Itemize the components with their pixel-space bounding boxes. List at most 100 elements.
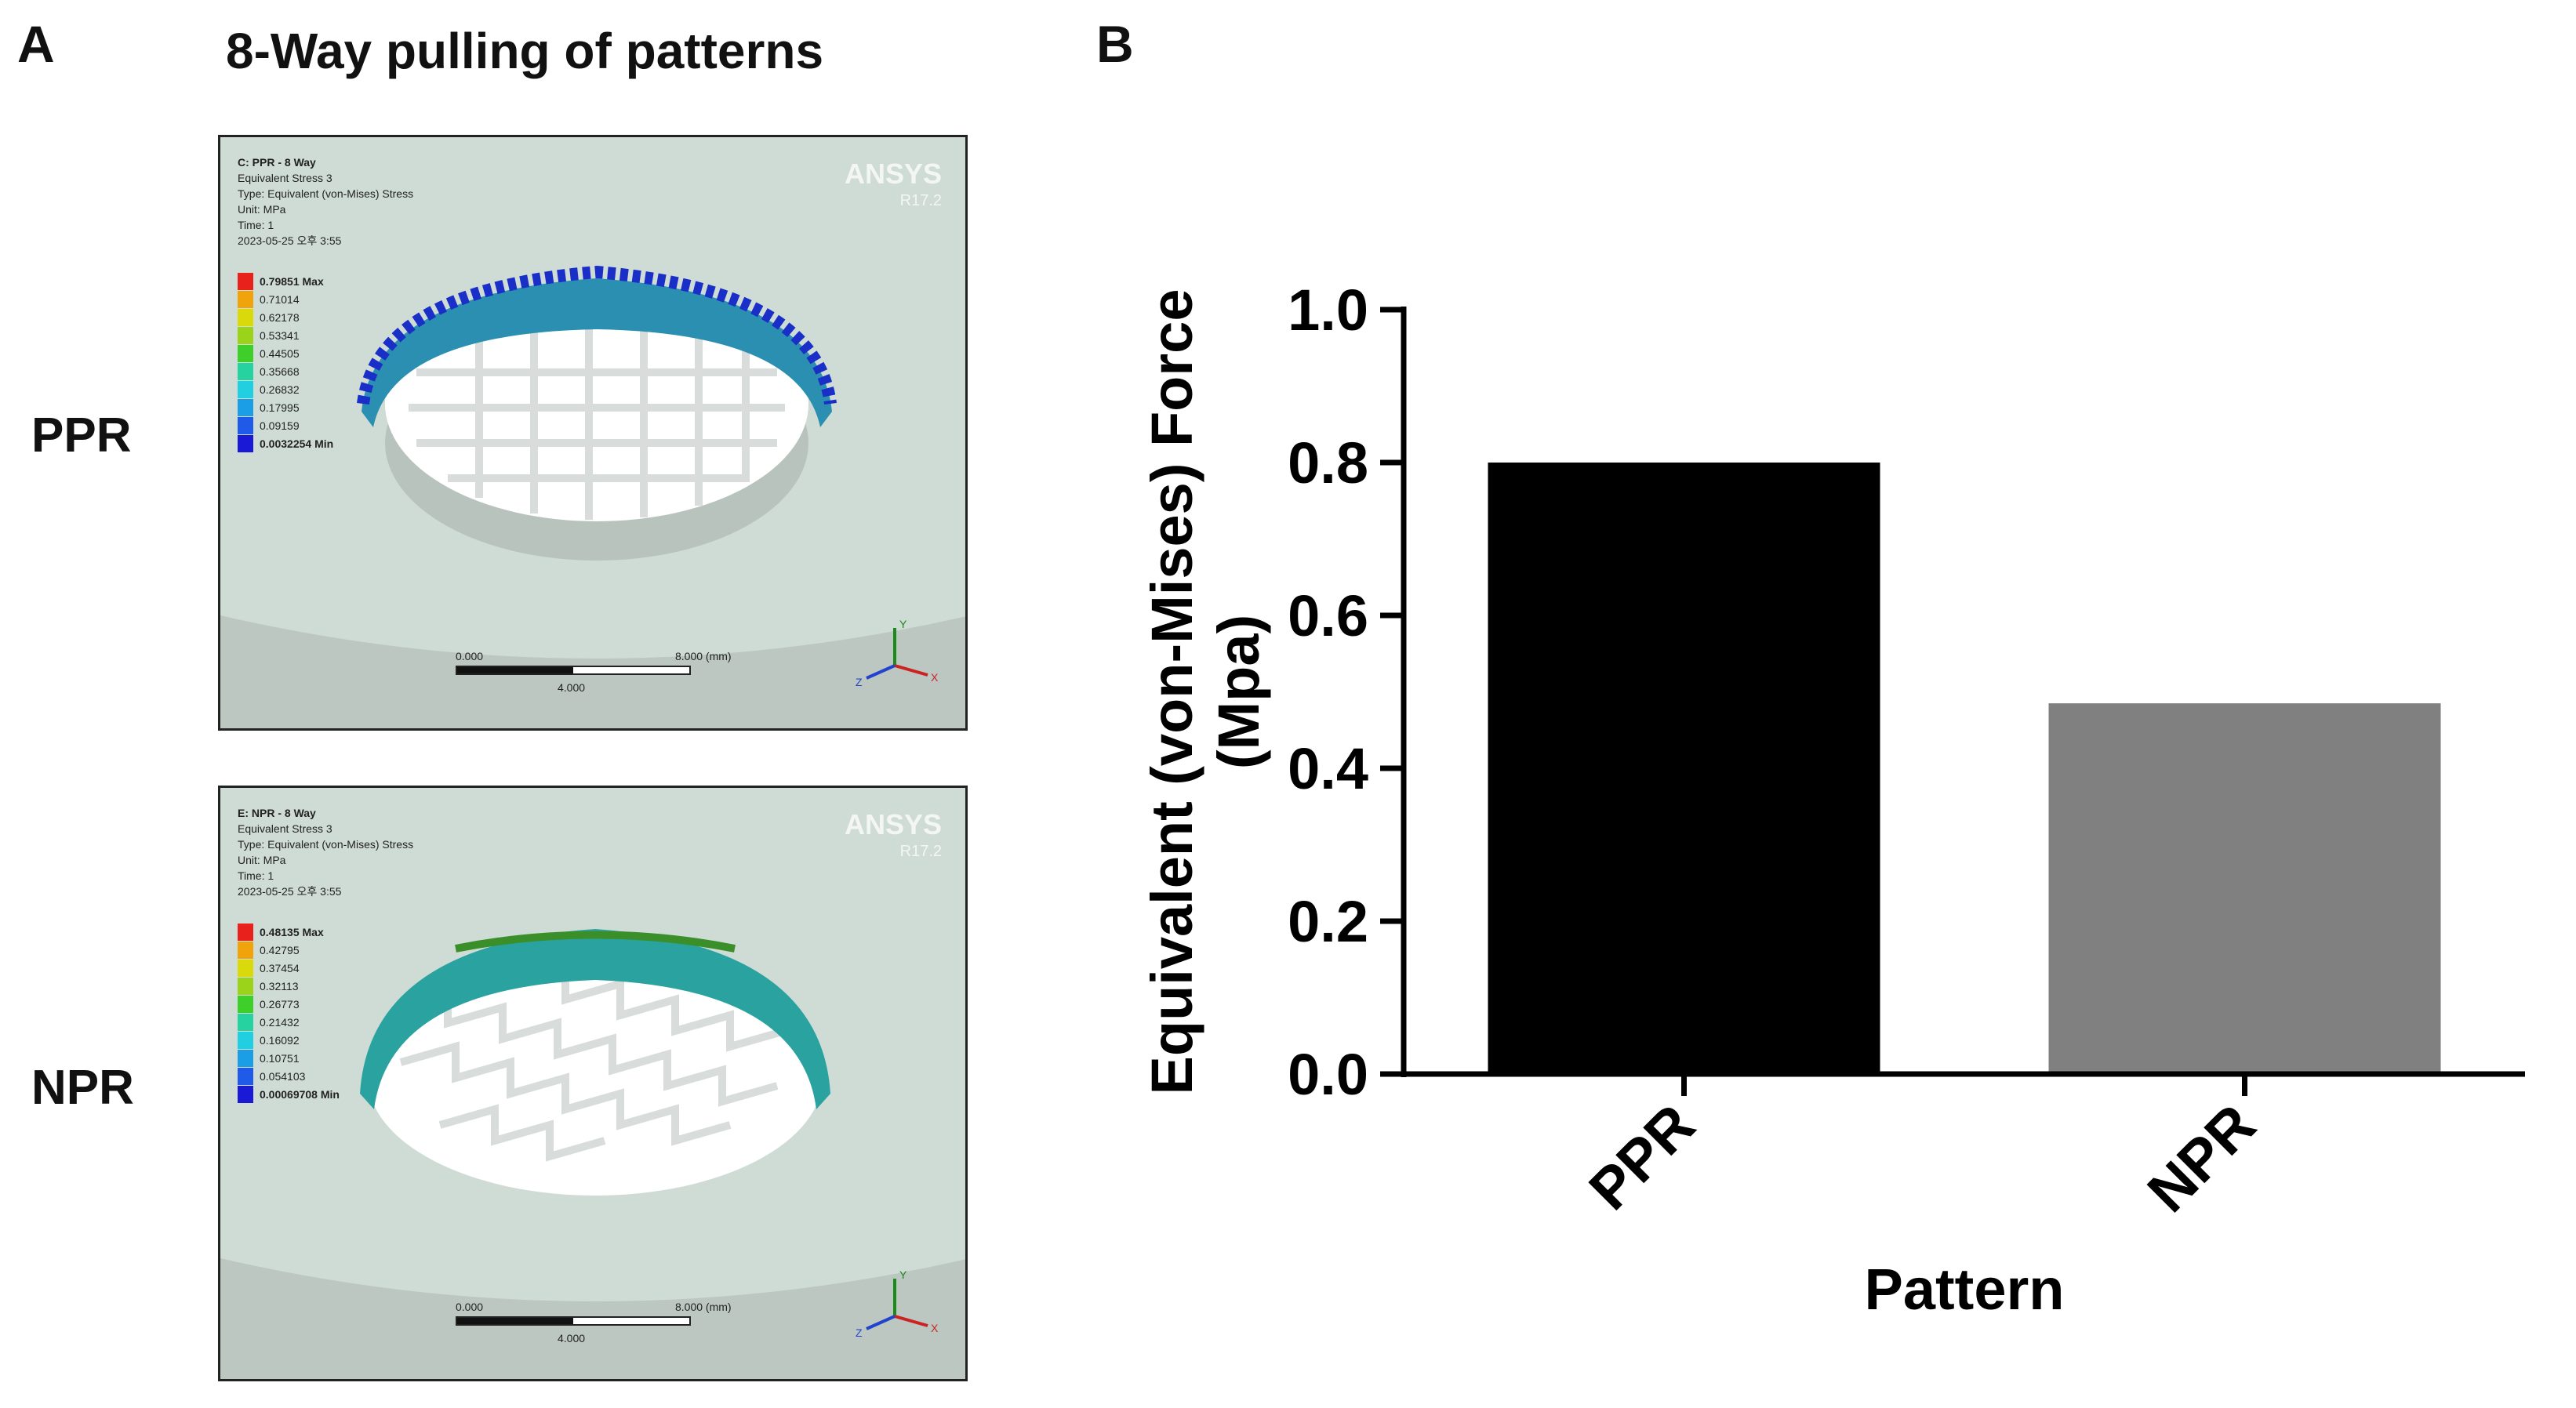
legend-swatch (238, 959, 253, 977)
legend-value: 0.09159 (260, 419, 300, 432)
y-axis-ticks: 0.0 0.2 0.4 0.6 0.8 1.0 (1288, 278, 1404, 1107)
simulation-panel-npr: E: NPR - 8 Way Equivalent Stress 3 Type:… (218, 786, 968, 1381)
legend-swatch (238, 308, 253, 326)
legend-row: 0.32113 (238, 977, 340, 995)
axis-triad-icon: Y X Z (856, 619, 939, 688)
legend-value: 0.79851 Max (260, 274, 324, 288)
x-category-label: PPR (1577, 1092, 1707, 1222)
legend-value: 0.0032254 Min (260, 437, 334, 450)
bar-ppr (1488, 463, 1880, 1074)
legend-value: 0.32113 (260, 979, 299, 992)
y-tick-label: 0.4 (1288, 736, 1368, 801)
x-axis-categories: PPR NPR (1577, 1074, 2268, 1225)
legend-row: 0.0032254 Min (238, 434, 333, 452)
legend-row: 0.21432 (238, 1013, 340, 1031)
panel-a-title: 8-Way pulling of patterns (226, 23, 824, 79)
legend-row: 0.53341 (238, 326, 333, 344)
ansys-logo: ANSYS R17.2 (844, 158, 942, 214)
legend-value: 0.21432 (260, 1015, 300, 1029)
legend-value: 0.44505 (260, 347, 300, 360)
legend-swatch (238, 977, 253, 995)
legend-row: 0.17995 (238, 398, 333, 416)
y-tick-label: 0.8 (1288, 430, 1368, 495)
triad-y: Y (899, 1269, 907, 1281)
legend-swatch (238, 1031, 253, 1049)
npr-info-line: Type: Equivalent (von-Mises) Stress (238, 838, 414, 851)
legend-swatch (238, 362, 253, 380)
ansys-logo: ANSYS R17.2 (845, 811, 942, 865)
panel-a-letter: A (17, 15, 55, 73)
legend-row: 0.10751 (238, 1049, 340, 1067)
ansys-brand: ANSYS (844, 808, 942, 840)
legend-value: 0.16092 (260, 1033, 300, 1047)
legend-row: 0.054103 (238, 1067, 340, 1085)
ansys-brand: ANSYS (844, 158, 942, 190)
legend-swatch (238, 326, 253, 344)
legend-value: 0.48135 Max (260, 925, 324, 938)
row-label-ppr: PPR (31, 408, 132, 463)
legend-row: 0.71014 (238, 290, 333, 308)
npr-reentrant-mesh (391, 947, 787, 1162)
legend-row: 0.26773 (238, 995, 340, 1013)
y-tick-label: 0.6 (1288, 583, 1368, 648)
ppr-sim-info: C: PPR - 8 Way Equivalent Stress 3 Type:… (238, 154, 413, 249)
y-axis-title: Equivalent (von-Mises) Force (1139, 289, 1204, 1095)
legend-row: 0.37454 (238, 959, 340, 977)
npr-info-line: Unit: MPa (238, 854, 286, 866)
npr-stress-edge (455, 931, 736, 953)
simulation-panel-ppr: C: PPR - 8 Way Equivalent Stress 3 Type:… (218, 135, 968, 731)
legend-swatch (238, 398, 253, 416)
legend-row: 0.79851 Max (238, 272, 333, 290)
legend-row: 0.44505 (238, 344, 333, 362)
ppr-stress-legend: 0.79851 Max 0.71014 0.62178 0.53341 0.44… (238, 272, 333, 452)
ppr-stress-edge (357, 265, 837, 405)
row-label-npr: NPR (31, 1061, 134, 1115)
axis-triad-icon: Y X Z (856, 1269, 939, 1339)
y-tick-label: 0.0 (1288, 1042, 1368, 1107)
ppr-info-line: C: PPR - 8 Way (238, 156, 316, 169)
triad-y: Y (899, 619, 907, 630)
legend-value: 0.26832 (260, 383, 300, 396)
scale-bar-graphic (456, 666, 691, 675)
legend-swatch (238, 290, 253, 308)
ansys-version: R17.2 (899, 843, 942, 860)
legend-swatch (238, 1049, 253, 1067)
legend-swatch (238, 1085, 253, 1103)
triad-x: X (931, 671, 939, 684)
ppr-info-line: Equivalent Stress 3 (238, 172, 332, 184)
legend-swatch (238, 1067, 253, 1085)
legend-value: 0.10751 (260, 1051, 300, 1065)
ppr-wall (362, 278, 832, 427)
npr-info-line: 2023-05-25 오후 3:55 (238, 885, 342, 898)
ppr-info-line: Type: Equivalent (von-Mises) Stress (238, 187, 414, 200)
legend-swatch (238, 1013, 253, 1031)
ppr-scale-bar: 0.000 8.000 (mm) 4.000 (456, 650, 732, 697)
legend-value: 0.37454 (260, 961, 300, 974)
bars (1488, 463, 2441, 1074)
scale-bar-graphic (456, 1316, 691, 1326)
legend-value: 0.53341 (260, 328, 300, 342)
legend-value: 0.35668 (260, 365, 300, 378)
legend-value: 0.054103 (260, 1069, 306, 1083)
legend-value: 0.42795 (260, 943, 300, 956)
scale-zero: 0.000 (456, 650, 484, 662)
legend-row: 0.35668 (238, 362, 333, 380)
bar-chart: 0.0 0.2 0.4 0.6 0.8 1.0 PPR NPR Equivalent (vo… (1139, 278, 2525, 1322)
legend-row: 0.26832 (238, 380, 333, 398)
legend-swatch (238, 923, 253, 941)
triad-z: Z (856, 676, 863, 688)
scale-zero: 0.000 (456, 1301, 484, 1313)
scale-max: 8.000 (mm) (675, 650, 732, 662)
x-category-label: NPR (2135, 1092, 2268, 1225)
ppr-info-line: Time: 1 (238, 219, 274, 231)
x-axis-title: Pattern (1865, 1257, 2065, 1322)
scale-mid: 4.000 (558, 1332, 586, 1344)
legend-swatch (238, 941, 253, 959)
legend-value: 0.26773 (260, 997, 300, 1011)
npr-wall (360, 929, 830, 1109)
ppr-info-line: Unit: MPa (238, 203, 286, 216)
y-tick-label: 1.0 (1288, 278, 1368, 343)
npr-info-line: Time: 1 (238, 869, 274, 882)
legend-swatch (238, 272, 253, 290)
y-tick-label: 0.2 (1288, 889, 1368, 954)
